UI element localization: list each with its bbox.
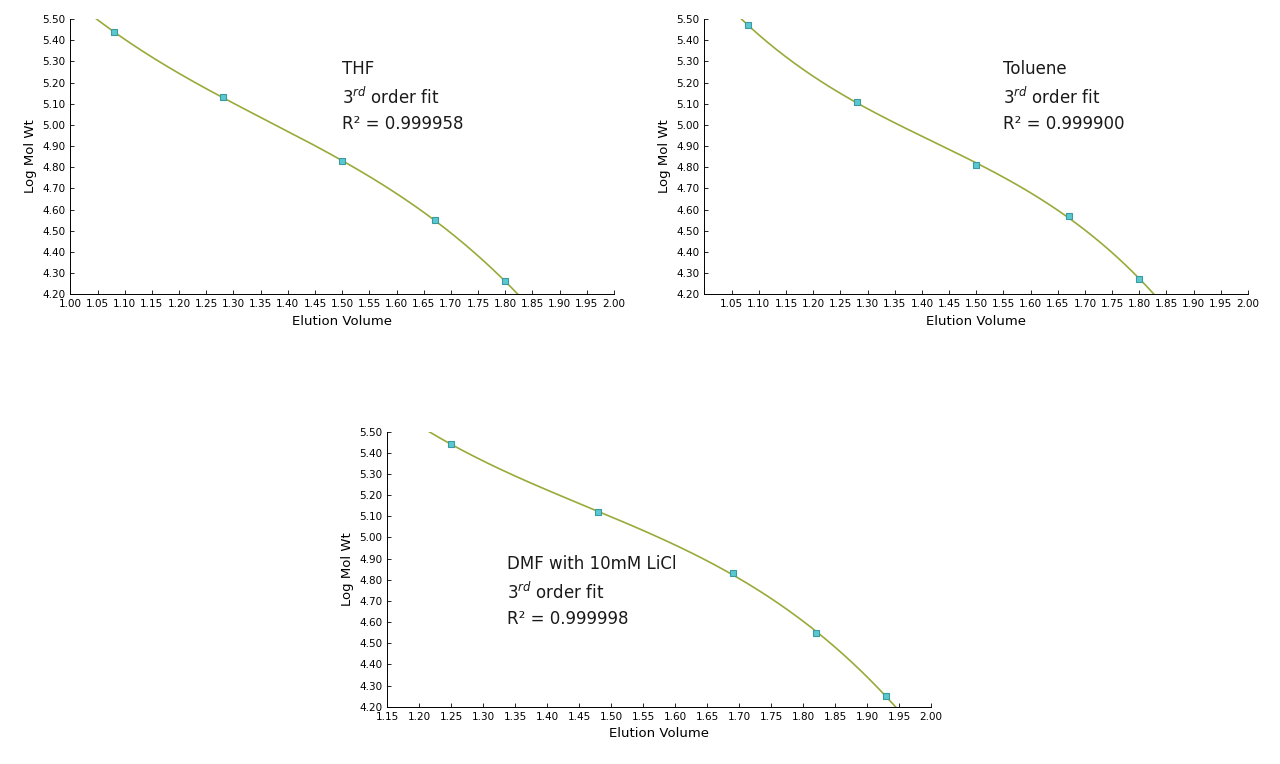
X-axis label: Elution Volume: Elution Volume: [927, 315, 1027, 328]
Y-axis label: Log Mol Wt: Log Mol Wt: [24, 120, 37, 193]
X-axis label: Elution Volume: Elution Volume: [609, 727, 709, 740]
Text: Toluene
3$^{rd}$ order fit
R² = 0.999900: Toluene 3$^{rd}$ order fit R² = 0.999900: [1004, 60, 1125, 133]
Y-axis label: Log Mol Wt: Log Mol Wt: [340, 533, 353, 606]
Text: THF
3$^{rd}$ order fit
R² = 0.999958: THF 3$^{rd}$ order fit R² = 0.999958: [342, 60, 463, 133]
Text: DMF with 10mM LiCl
3$^{rd}$ order fit
R² = 0.999998: DMF with 10mM LiCl 3$^{rd}$ order fit R²…: [507, 555, 677, 628]
X-axis label: Elution Volume: Elution Volume: [292, 315, 392, 328]
Y-axis label: Log Mol Wt: Log Mol Wt: [658, 120, 671, 193]
